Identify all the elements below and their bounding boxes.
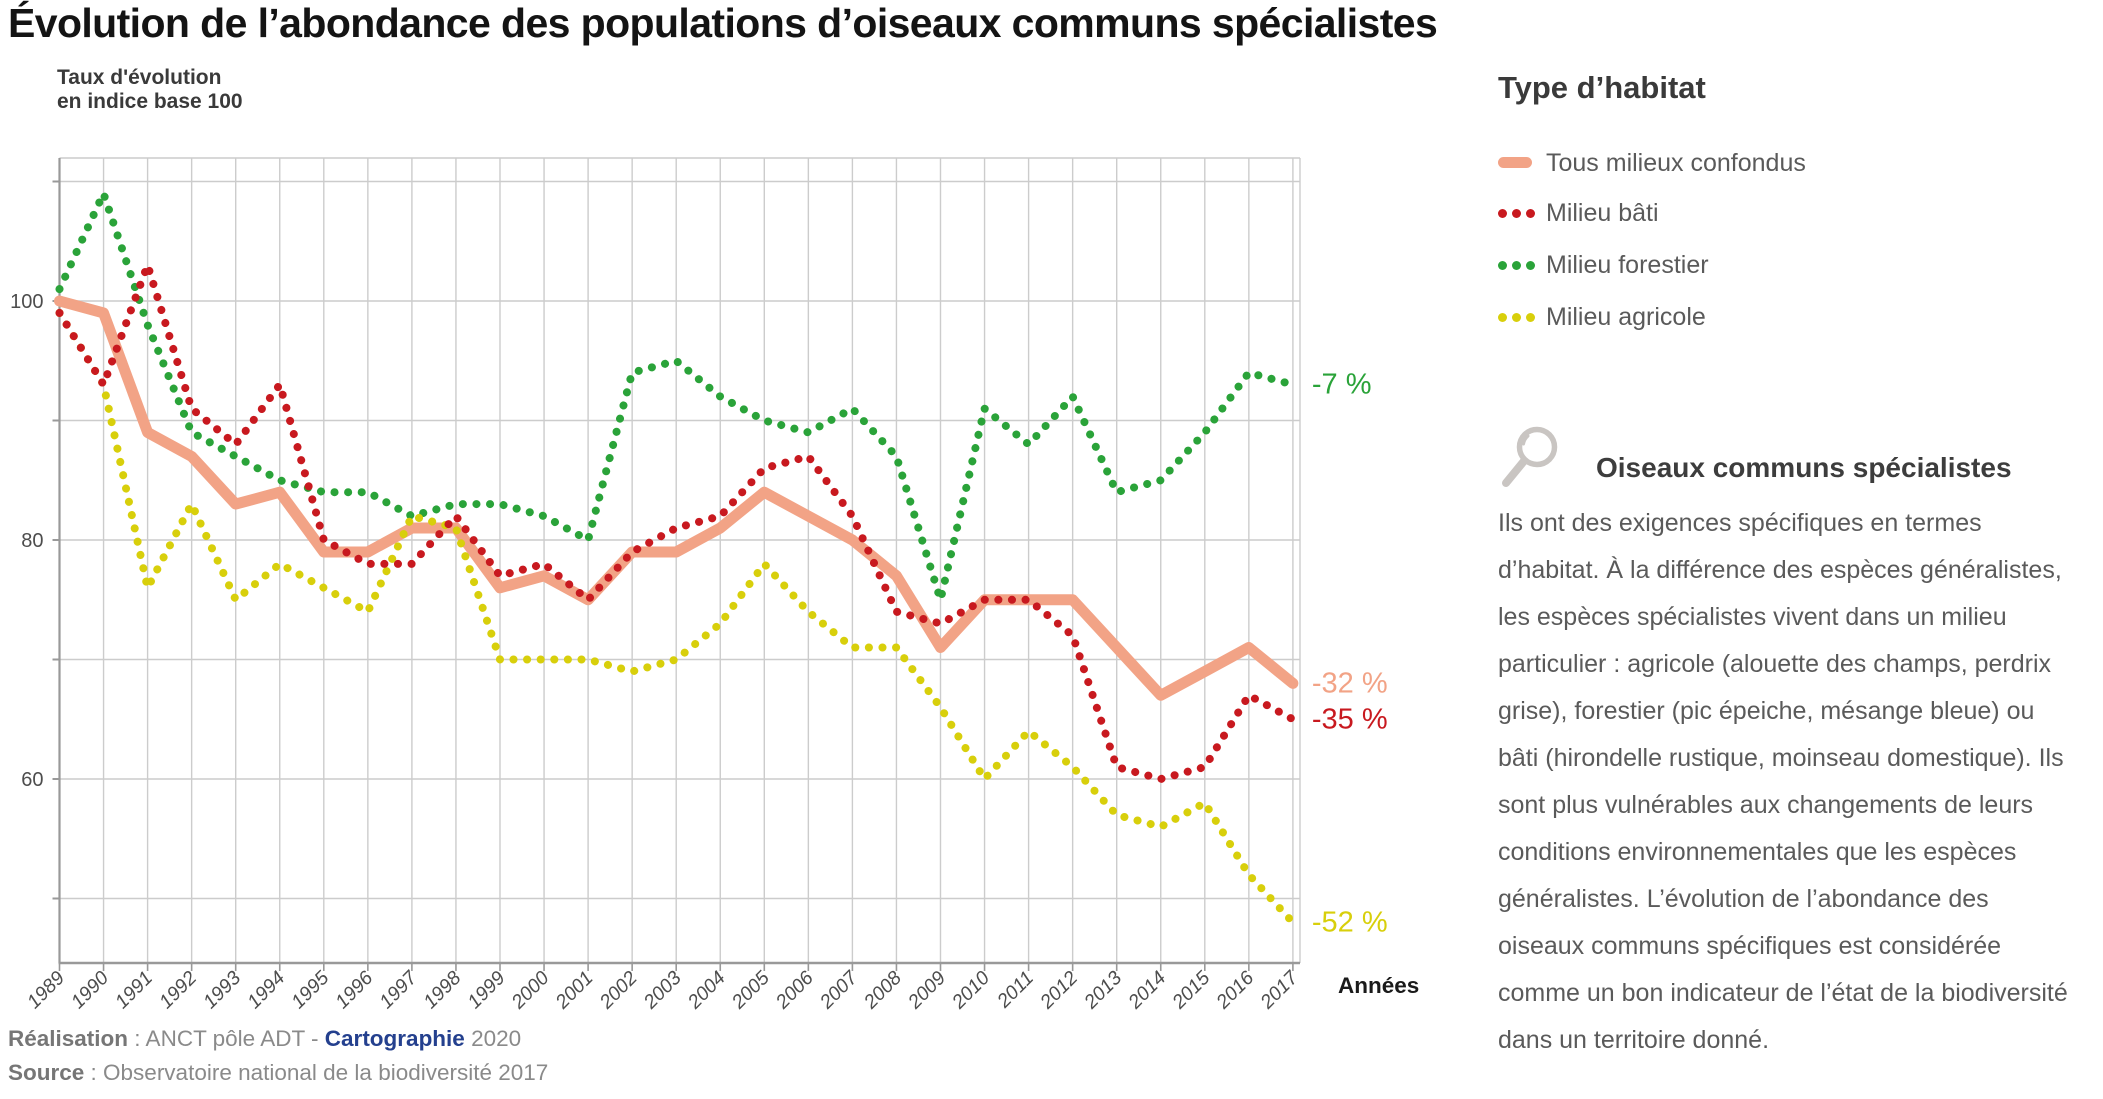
y-tick-label: 80 (21, 530, 43, 552)
x-tick-label: 2002 (595, 967, 642, 1014)
series-line-tous-milieux (54, 295, 1299, 701)
series-end-label: -32 % (1312, 667, 1388, 699)
series-line-milieu-forestier (55, 189, 1297, 604)
legend-item-milieu-bati: Milieu bâti (1498, 199, 1659, 233)
legend-item-milieu-agricole: Milieu agricole (1498, 303, 1706, 337)
legend-item-tous-milieux: Tous milieux confondus (1498, 149, 1806, 183)
y-axis-title-line1: Taux d'évolution (57, 66, 222, 89)
legend-dot (1498, 208, 1507, 218)
footer-source-text: : Observatoire national de la biodiversi… (84, 1060, 549, 1085)
legend-item-label: Milieu agricole (1546, 303, 1706, 331)
legend-dot (1526, 260, 1535, 270)
x-tick-label: 2003 (639, 967, 686, 1014)
legend-dot (1512, 208, 1521, 218)
legend-dot (1526, 312, 1535, 322)
footer-realisation: Réalisation : ANCT pôle ADT - Cartograph… (8, 1022, 548, 1056)
legend-dot (1512, 260, 1521, 270)
series-end-label: -7 % (1312, 369, 1372, 401)
legend-title: Type d’habitat (1498, 70, 1706, 105)
legend-item-label: Milieu bâti (1546, 199, 1659, 227)
y-axis-title: Taux d'évolution en indice base 100 (57, 66, 243, 114)
magnifier-icon (1502, 426, 1558, 487)
legend-item-label: Tous milieux confondus (1546, 149, 1806, 177)
legend-dot (1498, 312, 1507, 322)
chart-grid (58, 157, 1301, 963)
x-axis-title: Années (1338, 973, 1419, 998)
legend-swatch-dotted-line (1498, 205, 1546, 223)
x-tick-label: 2014 (1123, 967, 1170, 1014)
footer: Réalisation : ANCT pôle ADT - Cartograph… (8, 1022, 548, 1090)
footer-source-label: Source (8, 1060, 85, 1085)
footer-realisation-text: : ANCT pôle ADT - (128, 1026, 325, 1051)
x-tick-label: 1992 (155, 967, 201, 1013)
x-tick-label: 2006 (771, 967, 818, 1014)
legend-dot (1498, 260, 1507, 270)
x-tick-label: 2013 (1079, 967, 1126, 1014)
x-tick-label: 2001 (551, 967, 598, 1014)
x-tick-label: 2004 (683, 967, 730, 1014)
x-tick-label: 2008 (859, 967, 906, 1014)
footer-source: Source : Observatoire national de la bio… (8, 1056, 548, 1090)
x-tick-label: 2016 (1211, 967, 1258, 1014)
x-tick-label: 2005 (727, 967, 774, 1014)
x-tick-label: 1990 (67, 967, 113, 1013)
y-tick-label: 100 (10, 291, 43, 313)
x-tick-label: 2011 (992, 967, 1038, 1013)
x-tick-labels: 1989199019911992199319941995199619971998… (23, 966, 1303, 1014)
x-tick-label: 2007 (815, 966, 863, 1014)
legend-item-label: Milieu forestier (1546, 251, 1709, 279)
x-tick-label: 2012 (1035, 967, 1082, 1014)
x-tick-label: 2000 (507, 967, 554, 1014)
info-heading: Oiseaux communs spécialistes (1596, 452, 2012, 483)
footer-carto-year: 2020 (464, 1026, 522, 1051)
x-tick-label: 2015 (1167, 967, 1214, 1014)
x-tick-label: 1998 (419, 967, 465, 1013)
x-tick-label: 2017 (1255, 966, 1303, 1014)
y-tick-labels: 100 80 60 (10, 291, 43, 791)
y-axis-title-line2: en indice base 100 (57, 90, 243, 113)
legend-dot (1526, 208, 1535, 218)
page-title: Évolution de l’abondance des populations… (8, 0, 1438, 46)
series-line-milieu-agricole (55, 308, 1297, 927)
legend-line-sample (1498, 156, 1532, 168)
x-tick-label: 1995 (287, 967, 333, 1013)
x-tick-label: 1997 (375, 966, 422, 1013)
x-tick-label: 1994 (243, 967, 289, 1013)
x-tick-label: 1996 (331, 967, 377, 1013)
footer-cartographie: Cartographie (324, 1026, 465, 1051)
y-tick-label: 60 (21, 769, 43, 791)
x-tick-label: 2010 (947, 967, 994, 1014)
legend-swatch-dotted-line (1498, 257, 1546, 275)
legend-dot (1512, 312, 1521, 322)
x-tick-label: 1999 (463, 967, 509, 1013)
info-body: Ils ont des exigences spécifiques en ter… (1498, 509, 2068, 1054)
series-end-label: -52 % (1312, 906, 1388, 938)
x-tick-label: 1991 (111, 967, 157, 1013)
series-end-label: -35 % (1312, 703, 1388, 735)
x-tick-label: 1989 (23, 967, 69, 1013)
x-tick-label: 1993 (199, 967, 245, 1013)
legend-swatch-solid-line (1498, 155, 1546, 173)
legend-swatch-dotted-line (1498, 309, 1546, 327)
footer-realisation-label: Réalisation (8, 1026, 129, 1051)
x-tick-label: 2009 (903, 967, 950, 1014)
legend-item-milieu-forestier: Milieu forestier (1498, 251, 1709, 285)
series-line-milieu-bati (55, 261, 1297, 783)
